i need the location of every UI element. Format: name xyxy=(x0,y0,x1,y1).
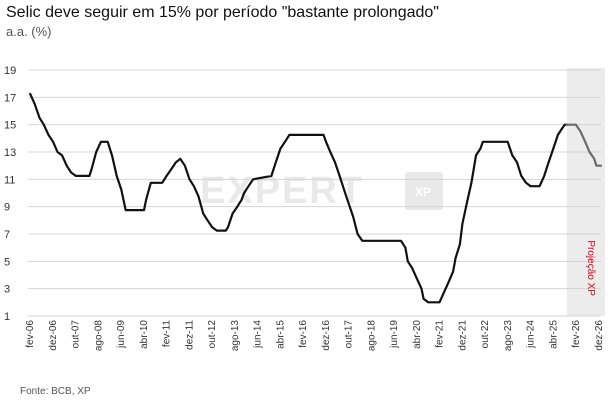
x-tick-label: out-12 xyxy=(207,320,218,349)
x-tick-label: dez-21 xyxy=(457,320,468,351)
y-tick-label: 7 xyxy=(4,229,10,241)
chart-title: Selic deve seguir em 15% por período "ba… xyxy=(6,4,439,21)
x-tick-label: ago-23 xyxy=(503,320,514,352)
x-tick-label: jun-09 xyxy=(116,320,127,349)
x-tick-label: fev-21 xyxy=(435,320,446,348)
watermark-badge xyxy=(405,172,443,210)
watermark-text: EXPERT xyxy=(200,170,364,212)
projection-band xyxy=(566,68,605,316)
source-note: Fonte: BCB, XP xyxy=(20,386,91,397)
watermark-badge-text: XP xyxy=(415,185,431,199)
y-tick-label: 15 xyxy=(4,120,16,132)
x-tick-label: out-17 xyxy=(344,320,355,349)
x-tick-label: fev-06 xyxy=(25,320,36,348)
x-tick-label: jun-24 xyxy=(526,320,537,349)
y-tick-label: 9 xyxy=(4,202,10,214)
selic-history-line xyxy=(29,92,568,304)
x-tick-label: abr-15 xyxy=(275,320,286,349)
x-tick-label: abr-10 xyxy=(139,320,150,349)
x-tick-label: out-07 xyxy=(71,320,82,349)
x-tick-label: fev-16 xyxy=(298,320,309,348)
x-tick-label: fev-11 xyxy=(162,320,173,347)
y-tick-label: 11 xyxy=(4,174,15,186)
x-tick-label: ago-08 xyxy=(93,320,104,352)
x-tick-label: ago-18 xyxy=(366,320,377,352)
x-tick-label: abr-25 xyxy=(548,320,559,349)
y-tick-label: 19 xyxy=(4,65,16,77)
chart-subtitle: a.a. (%) xyxy=(6,24,52,39)
x-tick-label: jun-19 xyxy=(389,320,400,349)
x-tick-label: dez-26 xyxy=(594,320,605,351)
x-tick-label: jun-14 xyxy=(253,320,264,349)
x-tick-label: dez-11 xyxy=(184,320,195,350)
projection-label: Projeção XP xyxy=(585,240,596,296)
y-tick-label: 1 xyxy=(4,311,10,323)
selic-projection-line xyxy=(565,123,603,167)
y-tick-label: 3 xyxy=(4,284,10,296)
x-tick-label: out-22 xyxy=(480,320,491,349)
y-tick-label: 13 xyxy=(4,147,16,159)
x-tick-label: abr-20 xyxy=(412,320,423,349)
x-tick-label: dez-16 xyxy=(321,320,332,351)
x-tick-label: fev-26 xyxy=(571,320,582,348)
y-tick-label: 5 xyxy=(4,256,10,268)
x-tick-label: dez-06 xyxy=(48,320,59,351)
x-tick-label: ago-13 xyxy=(230,320,241,352)
y-tick-label: 17 xyxy=(4,92,16,104)
